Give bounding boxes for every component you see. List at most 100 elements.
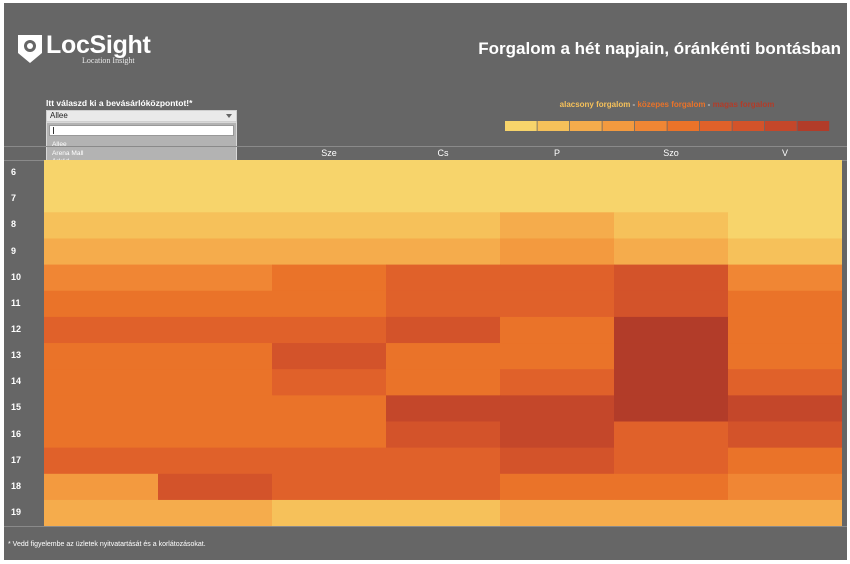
heatmap-cell[interactable] [272,264,387,292]
heatmap-cell[interactable] [500,238,615,266]
heatmap-cell[interactable] [500,212,615,239]
heatmap-cell[interactable] [728,499,842,526]
heatmap-cell[interactable] [500,421,615,449]
heatmap-cell[interactable] [158,290,273,318]
heatmap-cell[interactable] [272,186,387,213]
heatmap-cell[interactable] [500,447,615,475]
dropdown-option[interactable]: Arena Mall [52,149,84,157]
heatmap-cell[interactable] [614,343,729,370]
heatmap-cell[interactable] [158,473,273,501]
heatmap-cell[interactable] [44,447,159,475]
heatmap-cell[interactable] [500,316,615,344]
heatmap-cell[interactable] [44,212,159,239]
mall-select[interactable]: Allee [46,110,237,122]
heatmap-cell[interactable] [614,264,729,292]
heatmap-cell[interactable] [386,212,501,239]
heatmap-cell[interactable] [44,499,159,526]
heatmap-cell[interactable] [614,238,729,266]
heatmap-cell[interactable] [44,186,159,213]
heatmap-cell[interactable] [158,499,273,526]
heatmap-cell[interactable] [158,343,273,370]
heatmap-cell[interactable] [500,160,615,187]
heatmap-cell[interactable] [158,212,273,239]
heatmap-cell[interactable] [158,421,273,449]
heatmap-cell[interactable] [614,316,729,344]
heatmap-cell[interactable] [44,395,159,422]
heatmap-cell[interactable] [728,212,842,239]
heatmap-grid[interactable] [44,160,842,526]
heatmap-cell[interactable] [614,186,729,213]
heatmap-cell[interactable] [614,395,729,422]
heatmap-cell[interactable] [614,212,729,239]
heatmap-cell[interactable] [44,238,159,266]
heatmap-cell[interactable] [158,264,273,292]
heatmap-cell[interactable] [272,212,387,239]
heatmap-cell[interactable] [386,447,501,475]
heatmap-cell[interactable] [44,369,159,396]
heatmap-cell[interactable] [728,369,842,396]
heatmap-cell[interactable] [614,499,729,526]
heatmap-cell[interactable] [500,343,615,370]
heatmap-cell[interactable] [728,395,842,422]
heatmap-cell[interactable] [728,160,842,187]
heatmap-cell[interactable] [614,369,729,396]
heatmap-cell[interactable] [272,238,387,266]
heatmap-cell[interactable] [386,316,501,344]
heatmap-cell[interactable] [614,290,729,318]
heatmap-cell[interactable] [158,395,273,422]
heatmap-cell[interactable] [158,447,273,475]
heatmap-cell[interactable] [728,238,842,266]
heatmap-cell[interactable] [500,369,615,396]
heatmap-cell[interactable] [728,316,842,344]
heatmap-cell[interactable] [386,369,501,396]
heatmap-cell[interactable] [158,316,273,344]
heatmap-cell[interactable] [158,369,273,396]
heatmap-cell[interactable] [386,421,501,449]
heatmap-cell[interactable] [614,447,729,475]
heatmap-cell[interactable] [44,421,159,449]
heatmap-cell[interactable] [158,160,273,187]
heatmap-cell[interactable] [44,160,159,187]
heatmap-cell[interactable] [272,160,387,187]
heatmap-cell[interactable] [272,395,387,422]
heatmap-cell[interactable] [500,473,615,501]
heatmap-cell[interactable] [386,160,501,187]
heatmap-cell[interactable] [500,499,615,526]
heatmap-cell[interactable] [386,395,501,422]
heatmap-cell[interactable] [728,186,842,213]
heatmap-cell[interactable] [614,160,729,187]
heatmap-cell[interactable] [614,421,729,449]
heatmap-cell[interactable] [500,186,615,213]
heatmap-cell[interactable] [386,238,501,266]
heatmap-cell[interactable] [728,343,842,370]
heatmap-cell[interactable] [728,264,842,292]
heatmap-cell[interactable] [728,447,842,475]
heatmap-cell[interactable] [272,290,387,318]
heatmap-cell[interactable] [500,264,615,292]
heatmap-cell[interactable] [272,316,387,344]
heatmap-cell[interactable] [614,473,729,501]
heatmap-cell[interactable] [44,290,159,318]
heatmap-cell[interactable] [158,238,273,266]
heatmap-cell[interactable] [272,499,387,526]
heatmap-cell[interactable] [44,316,159,344]
heatmap-cell[interactable] [386,290,501,318]
heatmap-cell[interactable] [44,264,159,292]
dropdown-search-input[interactable] [49,125,234,136]
heatmap-cell[interactable] [272,343,387,370]
heatmap-cell[interactable] [386,499,501,526]
heatmap-cell[interactable] [728,421,842,449]
heatmap-cell[interactable] [386,343,501,370]
heatmap-cell[interactable] [272,447,387,475]
heatmap-cell[interactable] [386,264,501,292]
heatmap-cell[interactable] [272,473,387,501]
heatmap-cell[interactable] [272,369,387,396]
heatmap-cell[interactable] [158,186,273,213]
heatmap-cell[interactable] [272,421,387,449]
heatmap-cell[interactable] [44,473,159,501]
dropdown-option[interactable]: Allee [52,141,67,148]
heatmap-cell[interactable] [386,186,501,213]
heatmap-cell[interactable] [500,290,615,318]
heatmap-cell[interactable] [500,395,615,422]
heatmap-cell[interactable] [728,290,842,318]
